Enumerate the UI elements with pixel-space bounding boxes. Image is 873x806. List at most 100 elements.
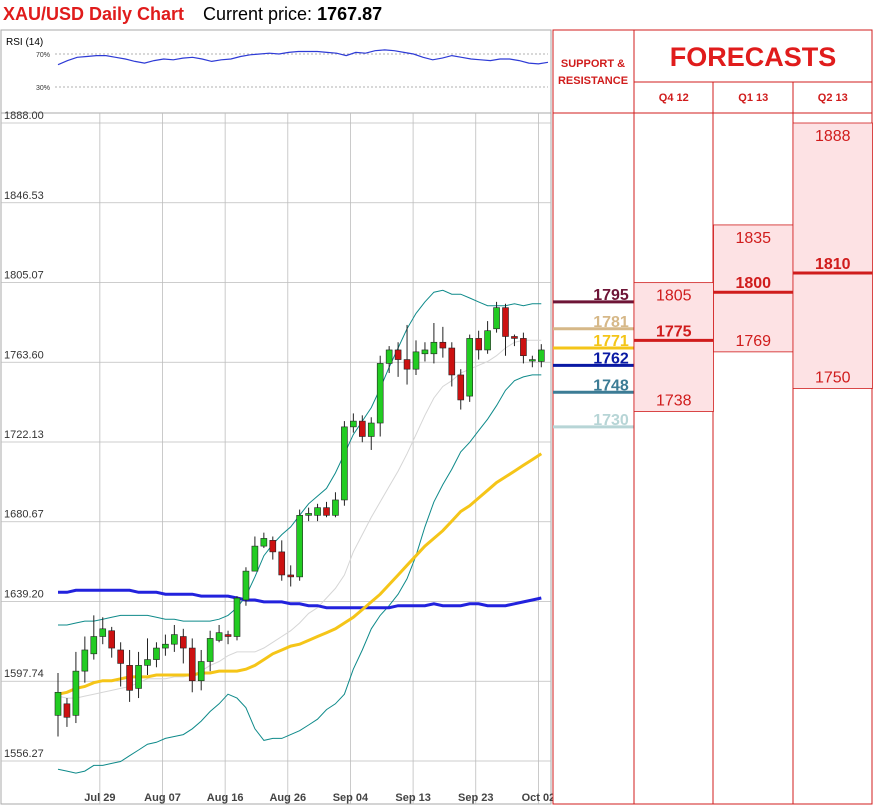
chart-header: XAU/USD Daily Chart Current price: 1767.… xyxy=(0,0,552,30)
candle-body xyxy=(412,351,420,370)
candle-body xyxy=(493,307,500,330)
candle-body xyxy=(171,634,178,645)
candle-body xyxy=(54,691,62,716)
forecast-high-label: 1835 xyxy=(735,230,771,247)
current-price-label: Current price: xyxy=(203,4,313,24)
candle-body xyxy=(421,349,429,355)
forecasts-title: FORECASTS xyxy=(670,42,837,72)
candle-body xyxy=(287,574,295,578)
y-tick-label: 1763.60 xyxy=(4,349,44,361)
sr-header-line-2: RESISTANCE xyxy=(558,75,628,87)
candle-body xyxy=(323,507,330,516)
candle-body xyxy=(502,307,509,337)
candle-body xyxy=(63,703,71,718)
candle-body xyxy=(206,638,214,662)
moving-average-slow-line xyxy=(58,588,542,610)
candle-body xyxy=(153,647,160,660)
forecast-high-label: 1805 xyxy=(656,288,692,305)
candle-body xyxy=(448,347,456,376)
y-tick-label: 1846.53 xyxy=(4,190,44,202)
y-tick-label: 1805.07 xyxy=(4,269,44,281)
candle-body xyxy=(260,538,268,547)
candle-body xyxy=(341,426,348,501)
candle-body xyxy=(99,628,107,637)
candle-body xyxy=(251,545,259,572)
sr-header-line-1: SUPPORT & xyxy=(561,58,625,70)
rsi-frame xyxy=(0,29,552,114)
price-frame xyxy=(0,112,552,805)
candle-body xyxy=(135,665,142,689)
candle-body xyxy=(305,513,312,516)
rsi-panel: RSI (14) 70% 30% xyxy=(0,29,552,114)
candle-body xyxy=(475,338,482,351)
candle-body xyxy=(403,359,411,370)
candle-body xyxy=(197,661,205,682)
candle-body xyxy=(511,336,518,339)
candle-body xyxy=(367,422,375,437)
price-panel: 1888.00 1846.53 1805.07 1763.60 1722.13 1680.… xyxy=(0,110,618,805)
x-tick-label: Aug 07 xyxy=(144,792,181,804)
forecast-low-label: 1738 xyxy=(656,392,692,409)
rsi-level-70-label: 70% xyxy=(36,52,50,59)
forecast-average-label: 1775 xyxy=(656,323,692,340)
y-tick-label: 1722.13 xyxy=(4,429,44,441)
chart-title: XAU/USD Daily Chart xyxy=(3,4,185,24)
x-tick-label: Sep 23 xyxy=(458,792,493,804)
current-price-value: 1767.87 xyxy=(317,4,383,24)
candle-body xyxy=(242,570,250,601)
candle-body xyxy=(537,349,545,362)
forecasts-panel: FORECASTS Q4 12 1805 1775 1738 Q1 13 1835 1800… xyxy=(633,29,873,805)
candle-body xyxy=(520,338,527,357)
candle-body xyxy=(108,630,115,649)
candle-body xyxy=(296,515,303,578)
candle-body xyxy=(529,359,536,362)
candle-body xyxy=(215,632,223,641)
rsi-line xyxy=(57,49,549,66)
candle-body xyxy=(180,636,187,649)
sr-level-label: 1762 xyxy=(593,350,629,367)
candle-body xyxy=(457,374,465,401)
candle-body xyxy=(484,330,491,351)
x-tick-label: Jul 29 xyxy=(84,792,115,804)
forecast-high-label: 1888 xyxy=(815,128,851,145)
candle-body xyxy=(376,363,384,424)
sr-level-label: 1781 xyxy=(593,314,629,331)
candle-body xyxy=(188,647,196,682)
candlesticks xyxy=(54,301,545,737)
y-tick-label: 1680.67 xyxy=(4,509,44,521)
current-price: Current price: 1767.87 xyxy=(203,4,382,25)
sr-level-label: 1771 xyxy=(593,333,629,350)
candle-body xyxy=(394,349,402,360)
x-tick-label: Aug 16 xyxy=(207,792,244,804)
candle-body xyxy=(269,540,277,553)
candle-body xyxy=(350,420,357,428)
candle-body xyxy=(358,420,366,437)
candle-body xyxy=(439,341,447,349)
candle-body xyxy=(385,349,393,364)
forecast-average-label: 1800 xyxy=(735,275,771,292)
y-tick-label: 1639.20 xyxy=(4,589,44,601)
candle-body xyxy=(233,597,241,637)
candle-body xyxy=(332,499,339,516)
x-tick-label: Sep 04 xyxy=(333,792,369,804)
rsi-level-30-label: 30% xyxy=(36,85,50,92)
x-tick-label: Sep 13 xyxy=(395,792,430,804)
candle-body xyxy=(224,634,232,637)
x-tick-label: Aug 26 xyxy=(269,792,306,804)
forecast-low-label: 1769 xyxy=(735,333,771,350)
sr-level-label: 1748 xyxy=(593,377,629,394)
forecast-col-header: Q4 12 xyxy=(659,92,689,104)
candle-body xyxy=(72,670,80,716)
forecast-col-header: Q1 13 xyxy=(738,92,768,104)
candle-body xyxy=(117,649,124,664)
forecast-range-box xyxy=(713,224,794,353)
candle-body xyxy=(144,659,151,666)
forecast-col-header: Q2 13 xyxy=(818,92,848,104)
forecast-low-label: 1750 xyxy=(815,369,851,386)
y-tick-label: 1556.27 xyxy=(4,748,44,760)
sr-level-label: 1730 xyxy=(593,412,629,429)
bollinger-lower-line xyxy=(57,374,542,774)
rsi-label: RSI (14) xyxy=(6,37,43,48)
